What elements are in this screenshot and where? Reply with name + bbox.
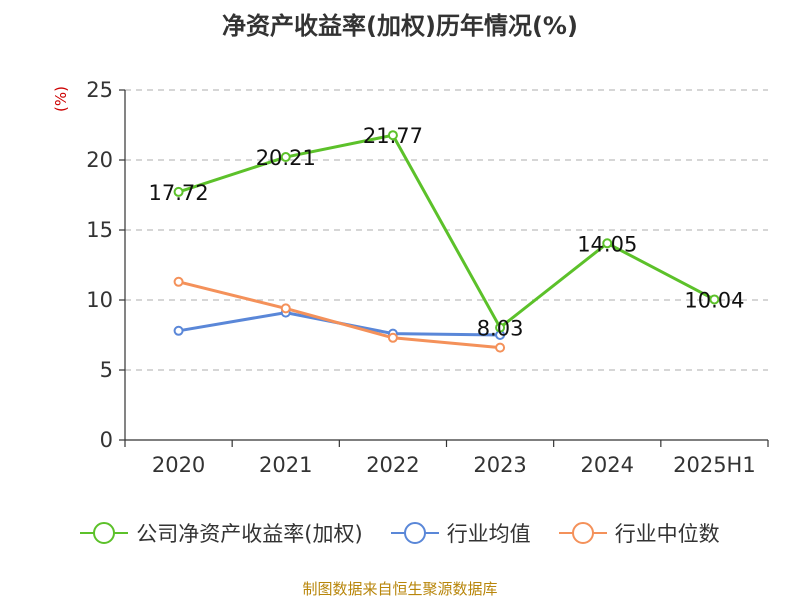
data-label: 8.03 [477,317,524,341]
data-point [495,342,506,353]
legend-item[interactable]: 公司净资产收益率(加权) [80,518,363,548]
y-tick-label: 15 [86,218,113,242]
legend-label: 公司净资产收益率(加权) [136,522,363,546]
data-point [602,238,613,249]
data-labels: 17.72 20.21 21.77 8.03 14.05 10.04 [149,124,745,340]
series-layer [173,130,720,353]
legend[interactable]: 公司净资产收益率(加权) 行业均值 行业中位数 [0,518,800,548]
data-point [173,276,184,287]
legend-item[interactable]: 行业均值 [390,518,531,548]
legend-label: 行业均值 [446,522,531,546]
x-tick-label: 2022 [366,453,419,477]
data-point [173,186,184,197]
y-tick-label: 10 [86,288,113,312]
legend-label: 行业中位数 [614,522,720,546]
x-tick-label: 2024 [581,453,634,477]
legend-line-circle-icon [80,522,129,544]
data-label: 21.77 [363,124,423,148]
x-tick-label: 2021 [259,453,312,477]
data-point [495,322,506,333]
data-point [173,325,184,336]
data-point [387,130,398,141]
data-label: 10.04 [684,288,744,312]
x-tick-label: 2025H1 [673,453,756,477]
y-tick-label: 0 [100,428,113,452]
y-tick-label: 5 [100,358,113,382]
series-line [178,133,716,330]
x-tick-label: 2020 [152,453,205,477]
chart-title: 净资产收益率(加权)历年情况(%) [222,12,578,40]
legend-line-circle-icon [558,522,607,544]
y-tick-label: 25 [86,78,113,102]
legend-line-circle-icon [390,522,439,544]
x-tick-label: 2023 [473,453,526,477]
axes: 0 5 10 15 20 25 2020 2021 2022 2023 2024 2025H1 [86,78,769,477]
data-point [709,294,720,305]
data-label: 20.21 [256,146,316,170]
data-point [280,303,291,314]
legend-item[interactable]: 行业中位数 [558,518,720,548]
data-label: 14.05 [577,232,637,256]
data-point [387,332,398,343]
source-note: 制图数据来自恒生聚源数据库 [302,580,498,598]
series-line [178,280,501,350]
data-label: 17.72 [149,181,209,205]
y-tick-label: 20 [86,148,113,172]
data-point [280,152,291,163]
